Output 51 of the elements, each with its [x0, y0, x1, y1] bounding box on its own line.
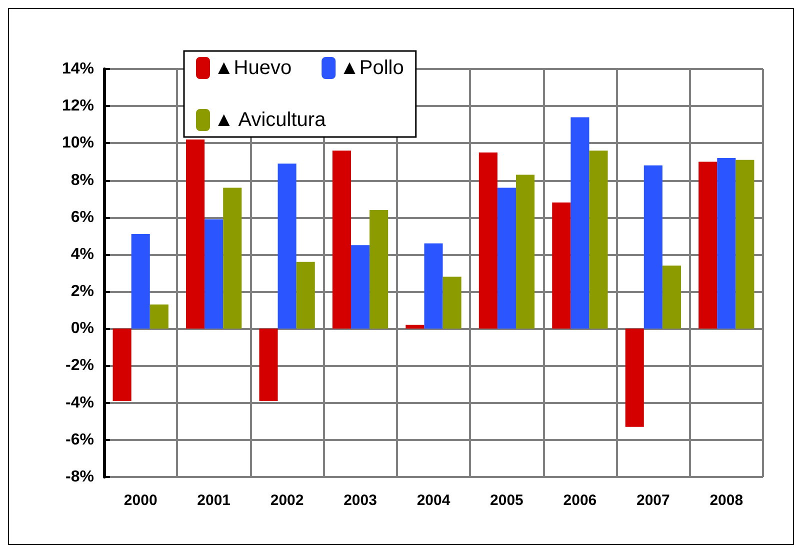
x-tick-label: 2006: [563, 492, 597, 509]
y-tick-label: 0%: [70, 320, 94, 338]
y-tick-label: 4%: [70, 246, 94, 263]
bar: [150, 304, 168, 329]
bar: [589, 150, 608, 329]
bar: [406, 324, 424, 329]
bar: [259, 328, 278, 401]
y-tick-label: 2%: [70, 283, 94, 300]
bar: [332, 150, 352, 329]
x-tick-label: 2005: [490, 492, 524, 509]
bar: [497, 188, 516, 329]
bar: [186, 139, 205, 329]
bar: [204, 219, 224, 329]
y-tick-label: 10%: [62, 134, 94, 152]
x-tick-label: 2004: [416, 492, 451, 509]
legend-label: ▲Huevo: [214, 57, 292, 79]
bar: [736, 160, 754, 329]
bar: [223, 188, 242, 329]
y-tick-label: 14%: [62, 60, 94, 78]
bar: [442, 276, 462, 329]
legend-label: ▲ Avicultura: [214, 109, 327, 131]
bar: [516, 174, 535, 329]
x-tick-label: 2008: [710, 492, 744, 509]
bar: [644, 165, 662, 329]
x-tick-label: 2000: [124, 492, 158, 509]
x-tick-label: 2002: [270, 492, 304, 509]
bar: [278, 164, 296, 329]
bar: [370, 210, 388, 329]
y-tick-label: 12%: [62, 98, 94, 115]
bar: [112, 328, 132, 401]
legend-label: ▲Pollo: [340, 57, 404, 79]
bar: [625, 328, 644, 427]
bar: [131, 234, 150, 329]
bar: [570, 117, 590, 329]
bar: [351, 245, 370, 329]
y-tick-label: -4%: [66, 394, 94, 412]
y-tick-label: 8%: [70, 172, 94, 189]
bar: [552, 202, 571, 329]
bar: [698, 162, 718, 329]
y-tick-label: -6%: [66, 431, 94, 448]
bar: [662, 266, 681, 329]
bar: [296, 262, 315, 329]
y-tick-label: 6%: [70, 208, 94, 226]
bar: [424, 243, 443, 329]
x-tick-label: 2001: [197, 492, 231, 509]
y-tick-label: -2%: [66, 357, 94, 374]
x-tick-label: 2007: [636, 492, 670, 509]
bar: [478, 152, 498, 329]
bar: [717, 158, 736, 329]
y-tick-label: -8%: [66, 468, 94, 486]
x-tick-label: 2003: [344, 492, 377, 509]
